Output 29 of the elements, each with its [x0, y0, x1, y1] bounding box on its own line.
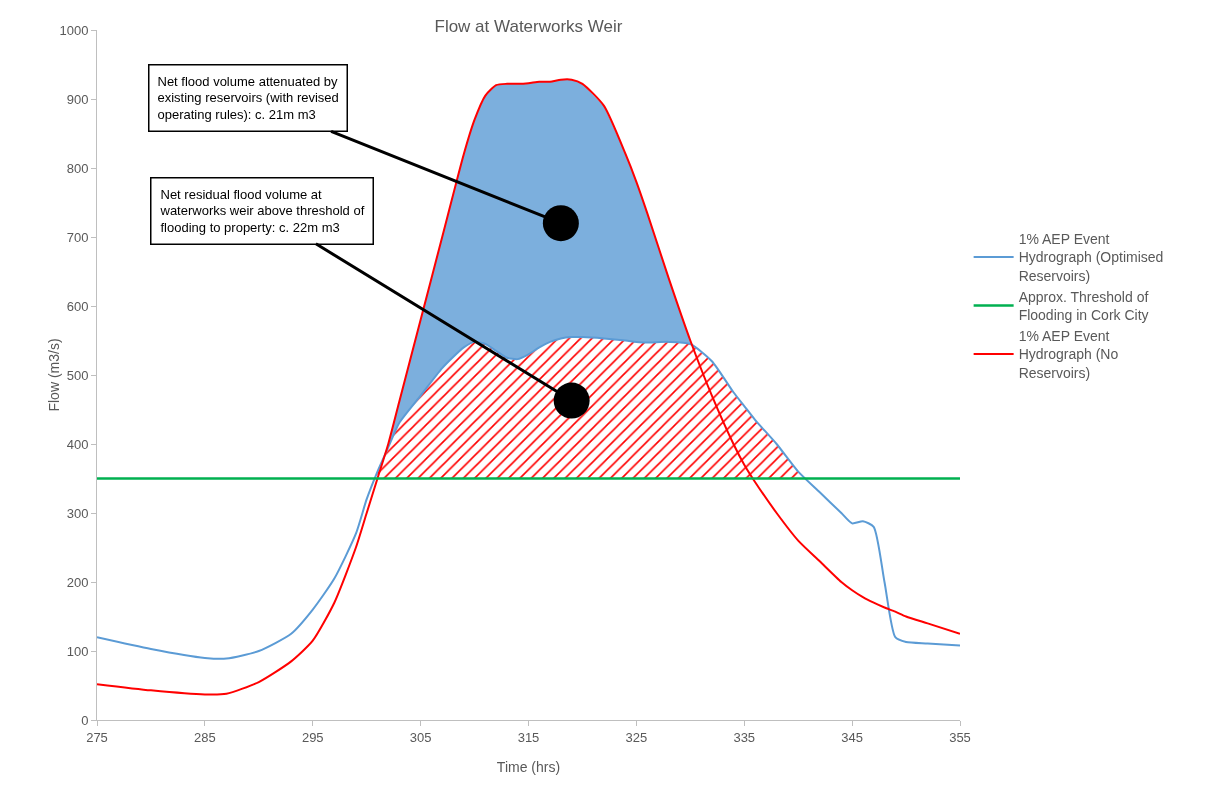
x-tick-label: 295 — [301, 729, 324, 745]
y-tick-label: 500 — [66, 367, 89, 383]
y-tick-label: 800 — [66, 160, 89, 176]
x-tick-label: 315 — [517, 729, 540, 745]
legend-label: Approx. Threshold of Flooding in Cork City — [1018, 288, 1149, 324]
y-tick-label: 0 — [81, 712, 89, 728]
legend-label: 1% AEP Event Hydrograph (No Reservoirs) — [1018, 328, 1119, 381]
y-tick-label: 600 — [66, 298, 89, 314]
x-axis-title: Time (hrs) — [496, 759, 561, 775]
x-tick-label: 335 — [733, 729, 756, 745]
y-tick-label: 900 — [66, 91, 89, 107]
y-tick-label: 200 — [66, 574, 89, 590]
annotation: Net residual flood volume at waterworks weir above threshold of flooding to property: c. 22m m3 — [159, 186, 365, 236]
x-tick-label: 275 — [86, 729, 108, 745]
x-tick-label: 345 — [841, 729, 863, 745]
y-tick-label: 1000 — [59, 22, 89, 38]
x-tick-label: 305 — [409, 729, 432, 745]
annotation: Net flood volume attenuated by existing reservoirs (with revised operating rules): c. 21m m3 — [157, 73, 339, 123]
legend-label: 1% AEP Event Hydrograph (Optimised Reservoirs) — [1018, 231, 1164, 284]
y-tick-label: 700 — [66, 229, 89, 245]
x-tick-label: 325 — [625, 729, 648, 745]
y-axis-title: Flow (m3/s) — [46, 338, 62, 412]
y-tick-label: 300 — [66, 505, 89, 521]
x-tick-label: 355 — [949, 729, 971, 745]
line-series — [97, 78, 960, 696]
y-tick-label: 400 — [66, 436, 89, 452]
y-tick-label: 100 — [66, 643, 89, 659]
chart-title: Flow at Waterworks Weir — [434, 16, 623, 36]
x-tick-label: 285 — [194, 729, 216, 745]
